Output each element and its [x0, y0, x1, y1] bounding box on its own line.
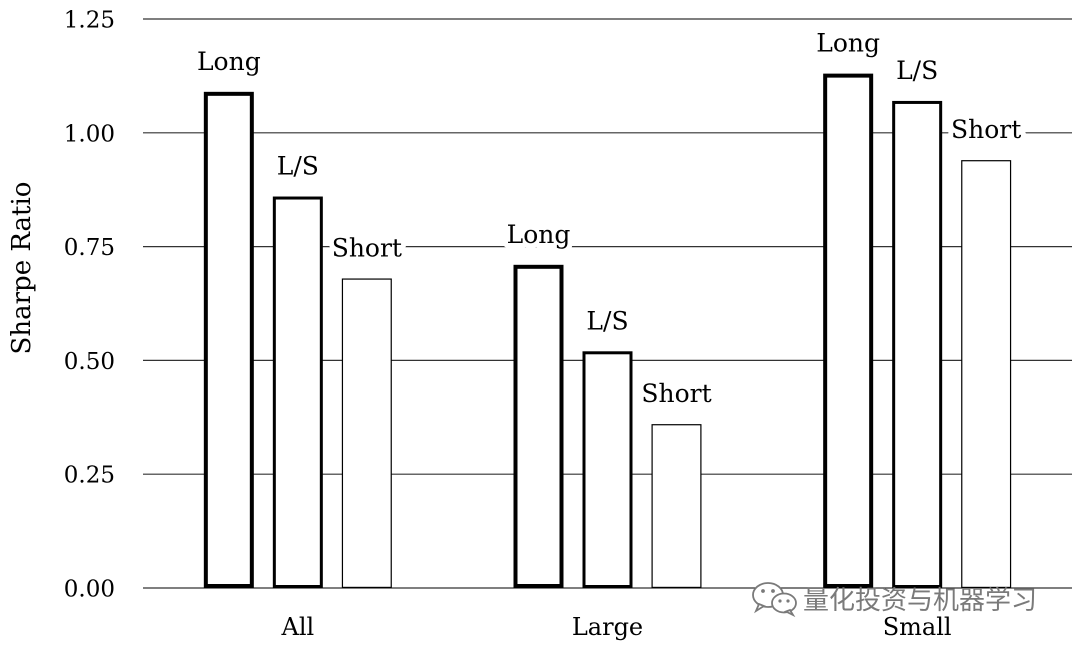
y-tick-label: 0.25	[64, 463, 115, 489]
bar-label-large-long: Long	[507, 220, 571, 249]
bar-large-long	[513, 264, 564, 588]
bar-label-all-short: Short	[332, 233, 402, 262]
y-axis-label: Sharpe Ratio	[7, 182, 37, 355]
bar-small-short	[961, 160, 1012, 588]
watermark-text: 量化投资与机器学习	[803, 586, 1037, 616]
x-category-label-large: Large	[572, 613, 643, 641]
y-tick-label: 0.00	[64, 577, 115, 603]
bar-all-l-s	[272, 196, 323, 588]
y-tick-label: 1.25	[64, 8, 115, 34]
bar-large-short	[651, 424, 702, 588]
y-tick-label: 0.75	[64, 235, 115, 261]
bar-small-long	[823, 73, 874, 589]
watermark: 量化投资与机器学习	[752, 582, 1037, 618]
bar-labels: Long L/S Short Long L/S Short Long L/S Short	[192, 24, 1026, 414]
bar-large-l-s	[582, 351, 633, 588]
x-category-label-all: All	[280, 613, 314, 641]
y-tick-label: 0.50	[64, 349, 115, 375]
bar-small-l-s	[892, 100, 943, 588]
bar-all-short	[341, 278, 392, 588]
bar-all-long	[203, 91, 254, 588]
x-category-label-small: Small	[883, 613, 952, 641]
bar-group-all	[203, 91, 392, 588]
wechat-icon	[752, 582, 797, 618]
bar-label-small-long: Long	[816, 29, 880, 58]
bar-label-large-l-s: L/S	[586, 306, 628, 335]
bar-label-all-l-s: L/S	[277, 152, 319, 181]
bar-group-large	[513, 264, 702, 588]
bar-label-small-l-s: L/S	[896, 56, 938, 85]
x-axis-categories: All Large Small	[280, 613, 951, 641]
y-axis-ticks: 0.00 0.25 0.50 0.75 1.00 1.25	[64, 8, 115, 603]
bar-group-small	[823, 73, 1012, 589]
bars	[203, 73, 1012, 589]
bar-label-all-long: Long	[197, 47, 261, 76]
bar-label-small-short: Short	[951, 115, 1021, 144]
y-tick-label: 1.00	[64, 121, 115, 147]
bar-label-large-short: Short	[641, 379, 711, 408]
